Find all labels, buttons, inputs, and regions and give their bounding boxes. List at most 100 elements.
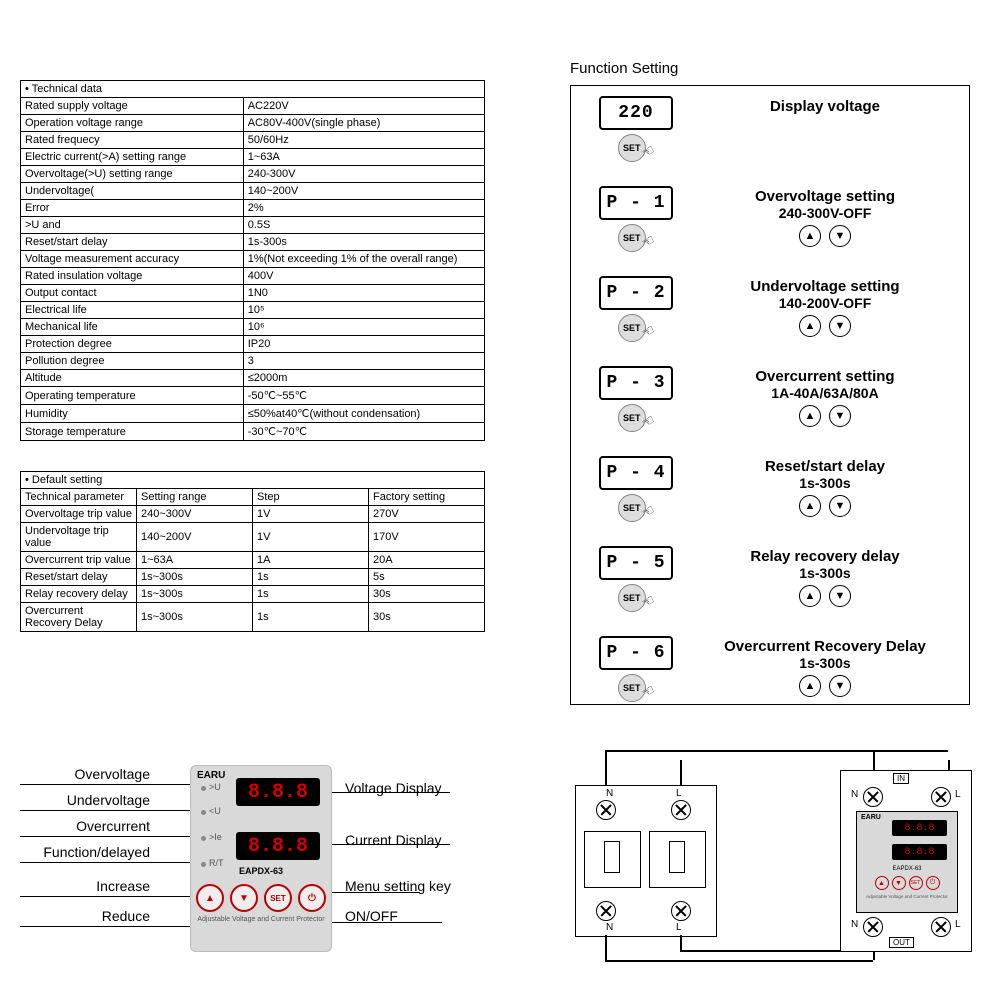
indicator-over-u: >U <box>209 782 221 792</box>
tech-value: 1~63A <box>243 149 484 166</box>
power-button[interactable]: ⏻ <box>298 884 326 912</box>
down-arrow-icon[interactable]: ▼ <box>829 405 851 427</box>
device-body: EARU 8.8.8 8.8.8 >U <U >Ie R/T EAPDX-63 … <box>190 765 332 952</box>
tech-param: Voltage measurement accuracy <box>21 251 244 268</box>
function-title: Relay recovery delay <box>691 548 959 565</box>
default-cell: 1s~300s <box>137 569 253 586</box>
default-col: Technical parameter <box>21 489 137 506</box>
function-subtitle: 1s-300s <box>691 565 959 581</box>
up-arrow-icon[interactable]: ▲ <box>799 315 821 337</box>
label-undervoltage: Undervoltage <box>20 792 150 808</box>
function-row: 220 SET ☜ Display voltage <box>581 96 959 178</box>
down-arrow-icon[interactable]: ▼ <box>829 675 851 697</box>
up-arrow-icon[interactable]: ▲ <box>799 495 821 517</box>
default-cell: 1s~300s <box>137 603 253 632</box>
tech-param: Overvoltage(>U) setting range <box>21 166 244 183</box>
function-subtitle: 240-300V-OFF <box>691 205 959 221</box>
function-title: Reset/start delay <box>691 458 959 475</box>
technical-data-table: • Technical data Rated supply voltageAC2… <box>20 80 485 441</box>
default-cell: 1s~300s <box>137 586 253 603</box>
default-cell: 1~63A <box>137 552 253 569</box>
protector-unit: IN N L EARU 8.8.8 8.8.8 EAPDX-63 ▲ ▼ SET… <box>840 770 972 952</box>
tech-value: 140~200V <box>243 183 484 200</box>
default-col: Step <box>253 489 369 506</box>
default-cell: 1s <box>253 603 369 632</box>
up-arrow-icon[interactable]: ▲ <box>799 225 821 247</box>
default-col: Setting range <box>137 489 253 506</box>
down-arrow-icon[interactable]: ▼ <box>829 315 851 337</box>
set-button[interactable]: SET <box>264 884 292 912</box>
tech-value: 50/60Hz <box>243 132 484 149</box>
prot-l-bot: L <box>955 919 961 930</box>
segment-display: P - 5 <box>599 546 673 580</box>
tech-value: 240-300V <box>243 166 484 183</box>
out-label: OUT <box>889 937 914 948</box>
tech-param: Error <box>21 200 244 217</box>
default-cell: 20A <box>369 552 485 569</box>
function-row: P - 1 SET ☜ Overvoltage setting 240-300V… <box>581 186 959 268</box>
function-row: P - 4 SET ☜ Reset/start delay 1s-300s ▲▼ <box>581 456 959 538</box>
tech-value: 1%(Not exceeding 1% of the overall range… <box>243 251 484 268</box>
mini-brand: EARU <box>861 814 881 821</box>
tech-param: >U and <box>21 217 244 234</box>
function-setting-box: 220 SET ☜ Display voltage P - 1 SET ☜ Ov… <box>570 85 970 705</box>
default-col: Factory setting <box>369 489 485 506</box>
increase-button[interactable]: ▲ <box>196 884 224 912</box>
prot-n-top: N <box>851 789 858 800</box>
device-model: EAPDX-63 <box>191 866 331 876</box>
default-cell: 5s <box>369 569 485 586</box>
tech-value: AC80V-400V(single phase) <box>243 115 484 132</box>
up-arrow-icon[interactable]: ▲ <box>799 405 821 427</box>
tech-value: 400V <box>243 268 484 285</box>
label-reduce: Reduce <box>20 908 150 924</box>
label-increase: Increase <box>20 878 150 894</box>
tech-param: Electric current(>A) setting range <box>21 149 244 166</box>
default-cell: Relay recovery delay <box>21 586 137 603</box>
tech-value: AC220V <box>243 98 484 115</box>
function-title: Display voltage <box>691 98 959 115</box>
function-setting-title: Function Setting <box>570 60 678 77</box>
default-cell: 1s <box>253 586 369 603</box>
function-row: P - 2 SET ☜ Undervoltage setting 140-200… <box>581 276 959 358</box>
default-header: • Default setting <box>21 472 485 489</box>
prot-n-bot: N <box>851 919 858 930</box>
tech-param: Rated insulation voltage <box>21 268 244 285</box>
default-cell: Overvoltage trip value <box>21 506 137 523</box>
function-title: Overcurrent setting <box>691 368 959 385</box>
up-arrow-icon[interactable]: ▲ <box>799 585 821 607</box>
default-cell: 270V <box>369 506 485 523</box>
tech-param: Rated frequecy <box>21 132 244 149</box>
indicator-over-ie: >Ie <box>209 832 222 842</box>
down-arrow-icon[interactable]: ▼ <box>829 225 851 247</box>
in-label: IN <box>893 773 909 784</box>
label-voltage-display: Voltage Display <box>345 780 442 796</box>
default-cell: 1V <box>253 523 369 552</box>
left-column: • Technical data Rated supply voltageAC2… <box>20 80 485 632</box>
tech-value: IP20 <box>243 336 484 353</box>
default-cell: 1A <box>253 552 369 569</box>
tech-param: Output contact <box>21 285 244 302</box>
reduce-button[interactable]: ▼ <box>230 884 258 912</box>
circuit-breaker: N L N L <box>575 785 717 937</box>
default-cell: 1s <box>253 569 369 586</box>
function-row: P - 6 SET ☜ Overcurrent Recovery Delay 1… <box>581 636 959 718</box>
default-cell: 30s <box>369 586 485 603</box>
default-cell: 240~300V <box>137 506 253 523</box>
mini-on: ⏻ <box>926 876 940 890</box>
current-display: 8.8.8 <box>236 832 320 860</box>
default-cell: 30s <box>369 603 485 632</box>
down-arrow-icon[interactable]: ▼ <box>829 585 851 607</box>
down-arrow-icon[interactable]: ▼ <box>829 495 851 517</box>
tech-value: 1s-300s <box>243 234 484 251</box>
up-arrow-icon[interactable]: ▲ <box>799 675 821 697</box>
default-cell: Undervoltage trip value <box>21 523 137 552</box>
voltage-display: 8.8.8 <box>236 778 320 806</box>
segment-display: P - 4 <box>599 456 673 490</box>
segment-display: 220 <box>599 96 673 130</box>
mini-led2: 8.8.8 <box>892 844 947 860</box>
function-title: Overvoltage setting <box>691 188 959 205</box>
tech-param: Rated supply voltage <box>21 98 244 115</box>
tech-param: Operating temperature <box>21 387 244 405</box>
tech-value: ≤2000m <box>243 370 484 387</box>
default-cell: 1V <box>253 506 369 523</box>
